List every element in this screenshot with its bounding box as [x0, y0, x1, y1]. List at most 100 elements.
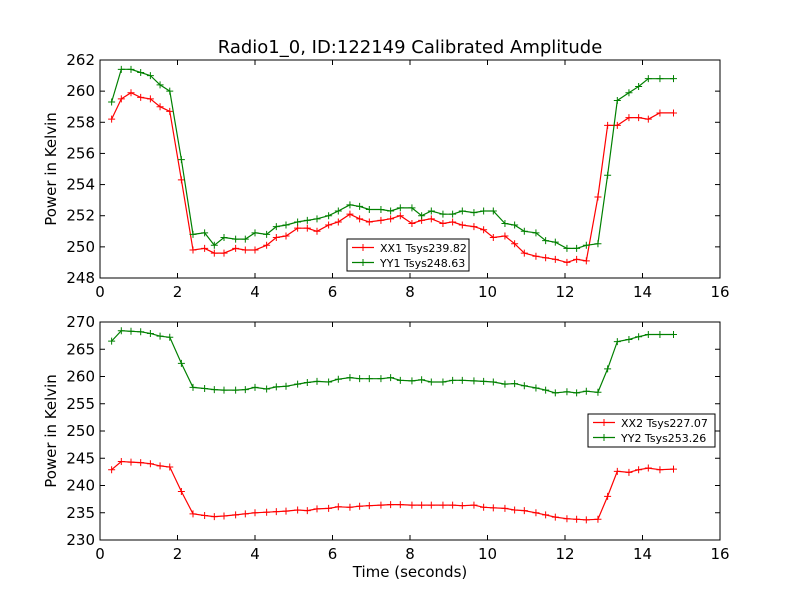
data-point: [625, 335, 633, 343]
series-2: [108, 65, 677, 252]
data-point: [356, 215, 364, 223]
x-tick-label: 14: [633, 545, 652, 563]
data-point: [396, 212, 404, 220]
x-tick-label: 10: [478, 283, 497, 301]
data-point: [635, 114, 643, 122]
data-point: [232, 244, 240, 252]
data-point: [272, 383, 280, 391]
x-tick-label: 2: [173, 283, 183, 301]
data-point: [282, 232, 290, 240]
data-point: [232, 511, 240, 519]
data-point: [325, 221, 333, 229]
data-point: [365, 205, 373, 213]
data-point: [670, 109, 677, 117]
x-tick-label: 0: [95, 545, 105, 563]
x-tick-label: 8: [405, 545, 415, 563]
data-point: [325, 504, 333, 512]
data-point: [644, 75, 652, 83]
data-point: [594, 388, 602, 396]
legend: XX1 Tsys239.82 YY1 Tsys248.63: [346, 238, 470, 272]
data-point: [263, 385, 271, 393]
legend-box: [346, 238, 470, 272]
data-point: [210, 386, 218, 394]
data-point: [573, 244, 581, 252]
data-point: [108, 98, 116, 106]
data-point: [166, 463, 174, 471]
data-point: [377, 216, 385, 224]
data-point: [232, 235, 240, 243]
data-point: [470, 501, 478, 509]
data-point: [156, 462, 164, 470]
data-point: [501, 504, 509, 512]
data-point: [470, 377, 478, 385]
data-point: [108, 337, 116, 345]
data-point: [542, 511, 550, 519]
data-point: [137, 93, 145, 101]
data-point: [156, 332, 164, 340]
data-point: [511, 380, 519, 388]
data-point: [146, 460, 154, 468]
data-point: [501, 220, 509, 227]
data-point: [166, 107, 174, 115]
data-point: [511, 506, 519, 514]
data-point: [480, 503, 488, 511]
data-point: [489, 234, 497, 242]
y-tick-label: 265: [66, 340, 95, 358]
data-point: [220, 234, 228, 242]
data-point: [532, 509, 540, 517]
data-point: [303, 216, 311, 224]
y-tick-label: 260: [66, 82, 95, 100]
x-tick-label: 16: [710, 283, 729, 301]
data-point: [177, 176, 185, 184]
data-point: [418, 212, 426, 220]
data-point: [282, 382, 290, 390]
y-axis-label: Power in Kelvin: [42, 374, 60, 488]
data-point: [458, 207, 466, 215]
data-point: [520, 249, 528, 257]
data-point: [644, 464, 652, 472]
data-point: [427, 207, 435, 215]
data-point: [210, 249, 218, 257]
data-point: [251, 229, 259, 237]
data-point: [551, 513, 559, 521]
data-point: [582, 257, 590, 265]
top-subplot: 0 2 4 6 8 10 12 14 16 248 250 252 254 256 258 260 262 Pow…: [42, 51, 730, 301]
legend-label: YY1 Tsys248.63: [379, 257, 465, 270]
bottom-subplot: 0 2 4 6 8 10 12 14 16 230 235 240 245 250 255 260 265 270…: [42, 313, 730, 581]
data-point: [396, 501, 404, 509]
y-tick-label: 240: [66, 477, 95, 495]
data-point: [613, 338, 621, 346]
data-point: [480, 377, 488, 385]
data-point: [635, 466, 643, 474]
data-point: [189, 510, 197, 518]
data-point: [166, 87, 174, 95]
data-point: [387, 501, 395, 509]
legend-box: [587, 413, 716, 448]
legend-marker: [359, 259, 367, 266]
data-point: [177, 487, 185, 495]
y-tick-label: 248: [66, 269, 95, 287]
series-1: [108, 89, 677, 266]
data-point: [117, 327, 125, 335]
data-point: [294, 224, 302, 232]
data-point: [303, 224, 311, 232]
data-point: [480, 226, 488, 234]
x-tick-label: 14: [633, 283, 652, 301]
data-point: [117, 65, 125, 73]
data-point: [594, 240, 602, 248]
x-tick-label: 0: [95, 283, 105, 301]
y-tick-label: 270: [66, 313, 95, 331]
data-point: [356, 502, 364, 510]
data-point: [272, 508, 280, 516]
data-point: [282, 221, 290, 229]
data-point: [210, 513, 218, 521]
data-point: [656, 75, 664, 83]
data-point: [387, 207, 395, 215]
data-point: [346, 374, 354, 382]
data-point: [387, 215, 395, 223]
data-point: [272, 223, 280, 231]
y-tick-label: 230: [66, 531, 95, 549]
data-point: [346, 503, 354, 511]
data-point: [427, 501, 435, 509]
